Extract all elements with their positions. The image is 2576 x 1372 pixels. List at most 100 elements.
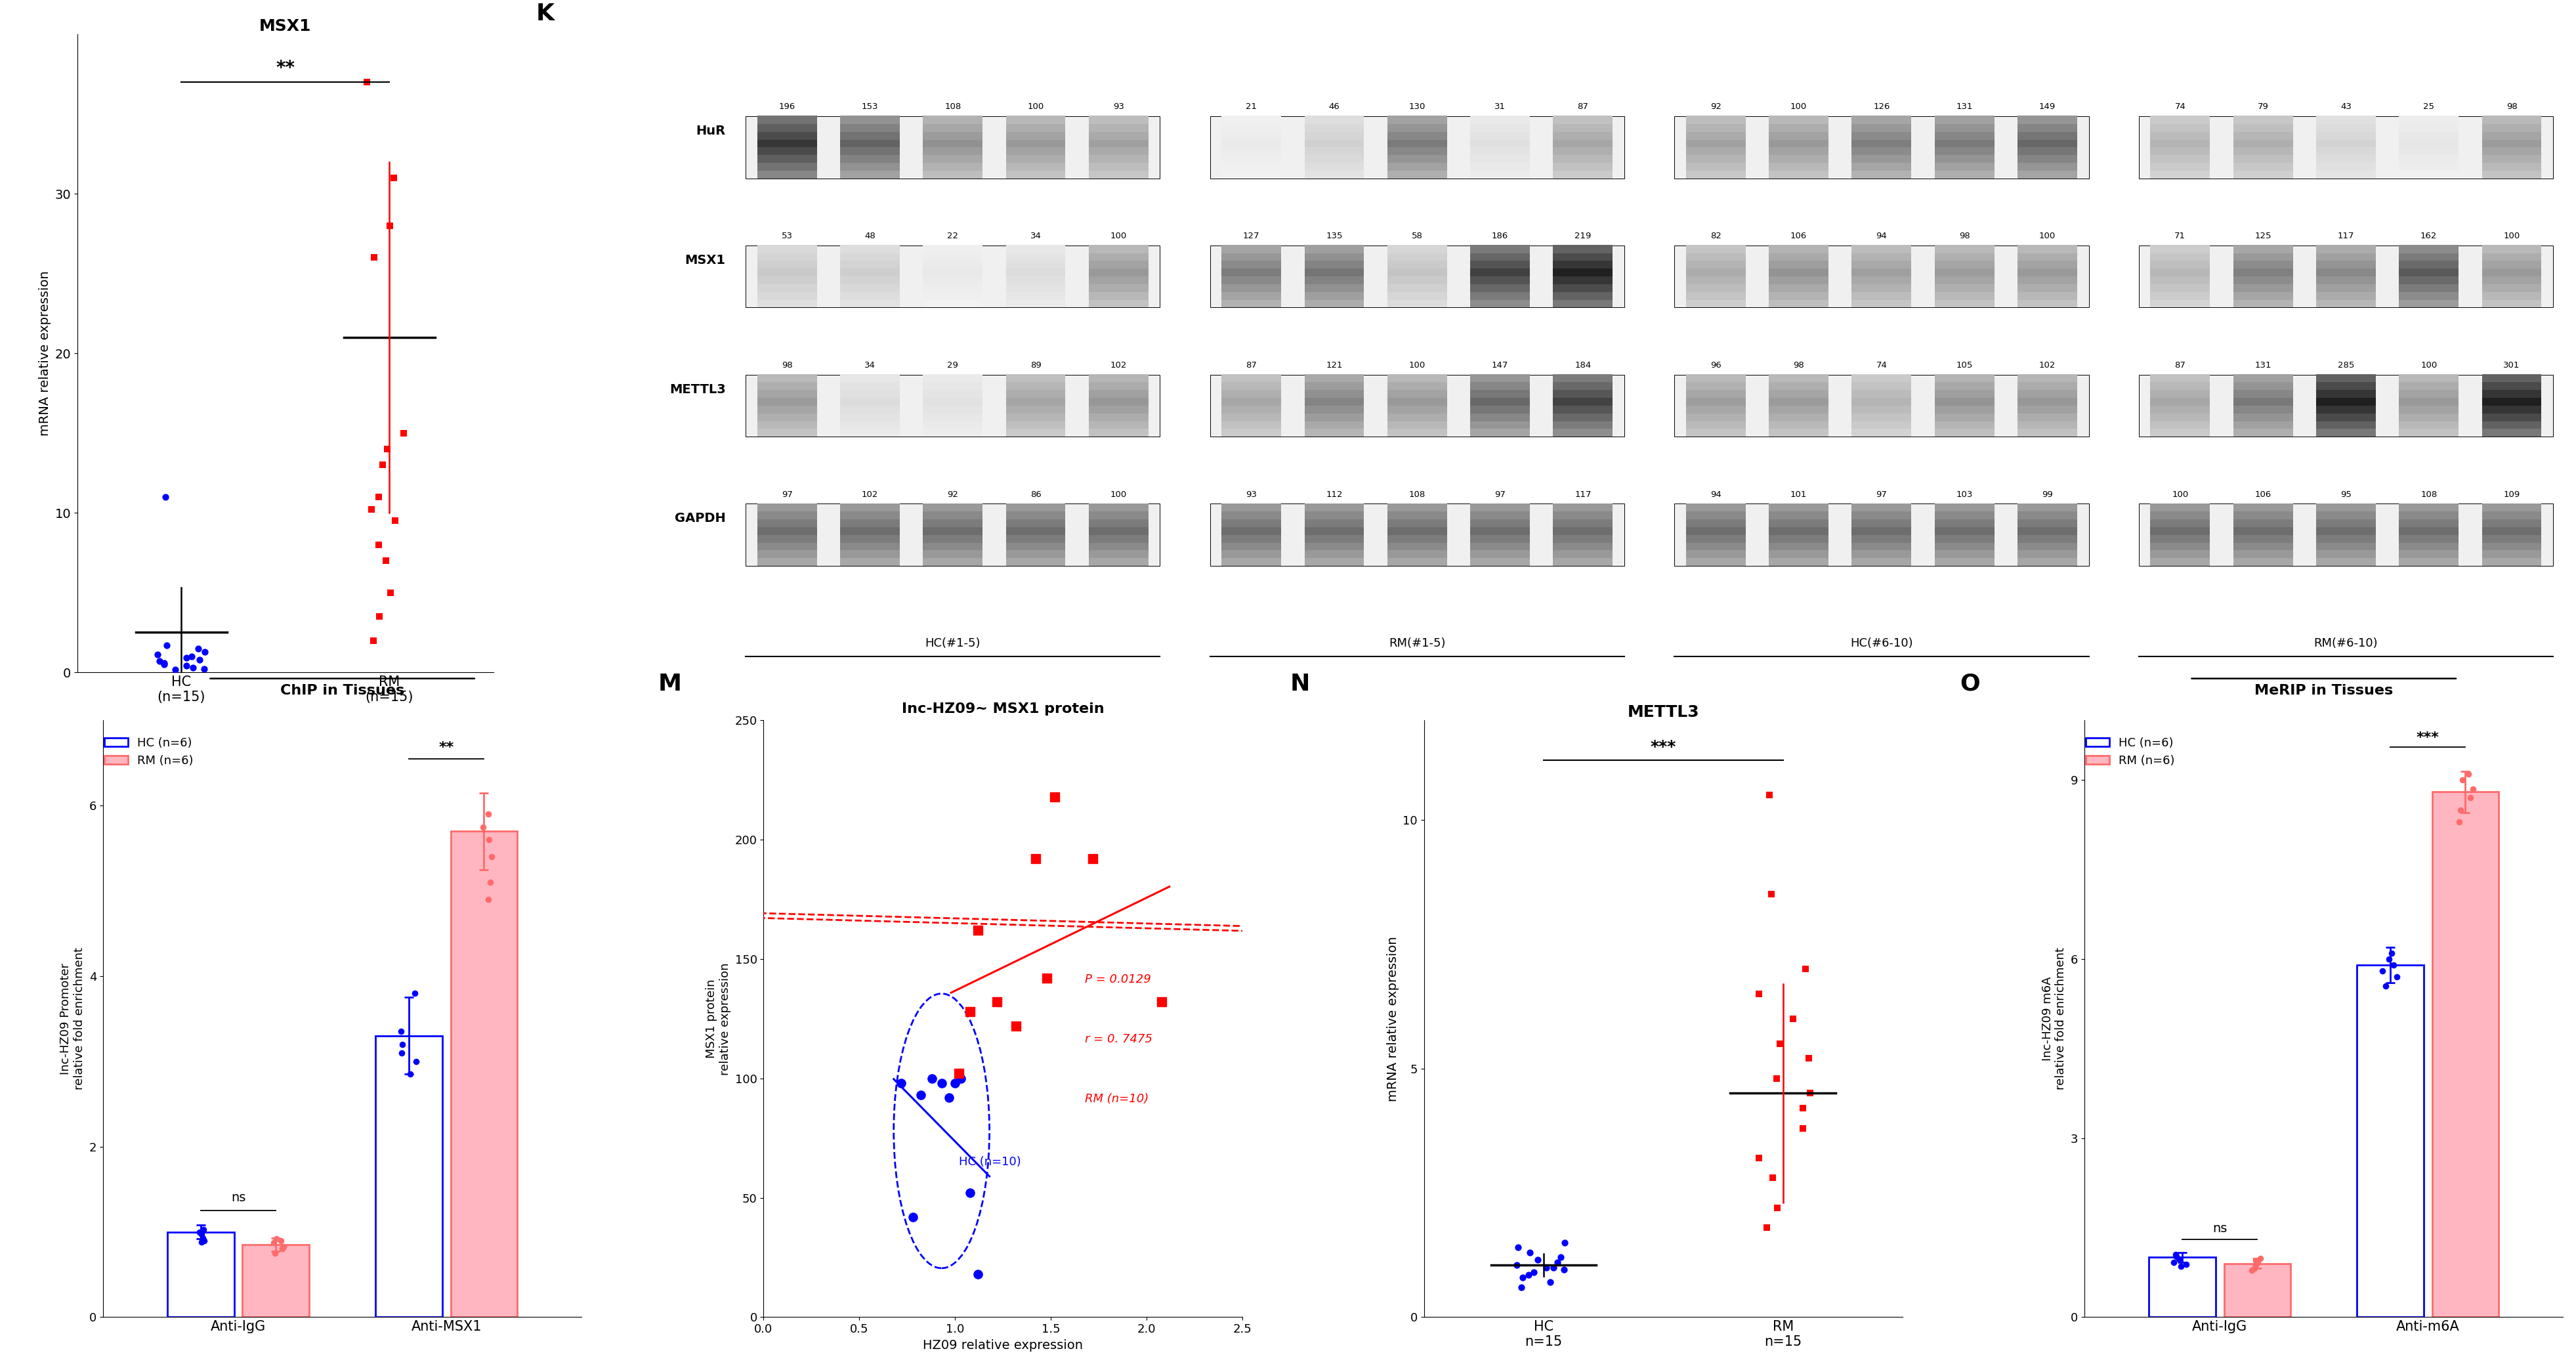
Bar: [1211, 246, 1625, 307]
Text: 125: 125: [2254, 232, 2272, 240]
Bar: [757, 390, 817, 398]
Bar: [2017, 510, 2076, 520]
Bar: [1852, 550, 1911, 558]
Text: ns: ns: [232, 1191, 245, 1203]
Point: [260, 1229, 301, 1251]
Point: [1510, 1242, 1551, 1264]
Point: [1788, 1048, 1829, 1070]
Text: 22: 22: [948, 232, 958, 240]
Bar: [1221, 139, 1280, 147]
Bar: [1852, 291, 1911, 299]
Bar: [2017, 162, 2076, 170]
Bar: [1221, 147, 1280, 155]
Bar: [1221, 428, 1280, 436]
Bar: [1303, 398, 1365, 406]
Bar: [1553, 155, 1613, 163]
Y-axis label: Inc-HZ09 Promoter
relative fold enrichment: Inc-HZ09 Promoter relative fold enrichme…: [59, 948, 85, 1089]
Text: 162: 162: [2421, 232, 2437, 240]
Text: ***: ***: [1651, 740, 1677, 755]
Bar: [2233, 261, 2293, 269]
Point: [144, 486, 185, 508]
Bar: [2481, 284, 2543, 292]
Bar: [1685, 284, 1747, 292]
Bar: [2017, 534, 2076, 542]
Bar: [2316, 132, 2375, 140]
Text: 97: 97: [1875, 490, 1888, 498]
Text: 98: 98: [1958, 232, 1971, 240]
Bar: [2017, 381, 2076, 390]
Bar: [2151, 268, 2210, 276]
Bar: [757, 413, 817, 421]
Bar: [2017, 284, 2076, 292]
Point: [1535, 1251, 1577, 1273]
Bar: [1770, 123, 1829, 132]
Bar: [1090, 398, 1149, 406]
Bar: [1303, 147, 1365, 155]
Bar: [2233, 299, 2293, 307]
Bar: [840, 268, 899, 276]
Text: 131: 131: [1955, 103, 1973, 111]
Bar: [2138, 375, 2553, 436]
Point: [1517, 1249, 1558, 1270]
Bar: [1005, 155, 1066, 163]
Bar: [922, 147, 981, 155]
Bar: [1005, 519, 1066, 527]
Bar: [840, 162, 899, 170]
Bar: [1852, 542, 1911, 550]
Bar: [2316, 519, 2375, 527]
Point: [1752, 884, 1793, 906]
Bar: [1553, 115, 1613, 123]
Point: [2161, 1255, 2202, 1277]
Bar: [1005, 420, 1066, 429]
Bar: [2151, 428, 2210, 436]
Bar: [2151, 139, 2210, 147]
Bar: [1388, 299, 1448, 307]
Bar: [757, 542, 817, 550]
Point: [1072, 848, 1113, 870]
Bar: [2481, 115, 2543, 123]
Bar: [840, 519, 899, 527]
Bar: [1211, 375, 1625, 436]
Text: 29: 29: [948, 361, 958, 369]
Bar: [1090, 510, 1149, 520]
Bar: [2481, 261, 2543, 269]
Bar: [1471, 299, 1530, 307]
Bar: [1770, 155, 1829, 163]
Bar: [2316, 550, 2375, 558]
Bar: [757, 510, 817, 520]
Point: [1533, 1257, 1574, 1279]
Bar: [2316, 123, 2375, 132]
Text: 101: 101: [1790, 490, 1806, 498]
Text: 186: 186: [1492, 232, 1510, 240]
Point: [891, 1206, 933, 1228]
Bar: [2316, 170, 2375, 178]
Bar: [1303, 139, 1365, 147]
Text: 98: 98: [1793, 361, 1803, 369]
Bar: [1685, 420, 1747, 429]
Bar: [2398, 557, 2458, 565]
Bar: [1388, 132, 1448, 140]
Point: [2365, 975, 2406, 997]
Bar: [1388, 405, 1448, 413]
Bar: [1685, 550, 1747, 558]
Bar: [840, 550, 899, 558]
Point: [2159, 1249, 2200, 1270]
Point: [2239, 1251, 2280, 1273]
Point: [165, 654, 206, 676]
Bar: [744, 117, 1159, 178]
Bar: [1770, 170, 1829, 178]
Bar: [1935, 162, 1994, 170]
Point: [1739, 982, 1780, 1004]
Bar: [840, 147, 899, 155]
Bar: [1005, 123, 1066, 132]
Bar: [1221, 123, 1280, 132]
Bar: [922, 504, 981, 512]
Bar: [2398, 542, 2458, 550]
Bar: [1303, 291, 1365, 299]
Bar: [1685, 534, 1747, 542]
Bar: [757, 268, 817, 276]
Point: [147, 634, 188, 656]
Bar: [1303, 542, 1365, 550]
Bar: [1303, 381, 1365, 390]
Bar: [2233, 527, 2293, 535]
